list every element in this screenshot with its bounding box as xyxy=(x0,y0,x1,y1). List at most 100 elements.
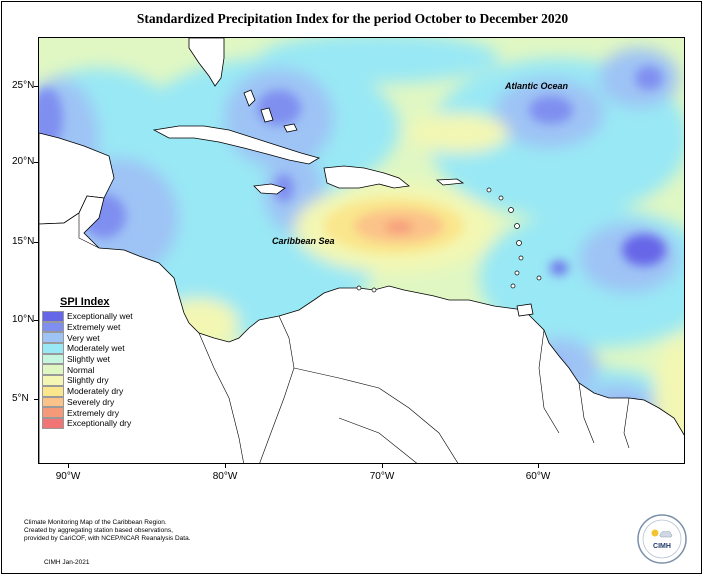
spi-zone-atlantic-extremewet xyxy=(529,96,573,124)
land-bahamas-2 xyxy=(260,107,274,123)
credit-line-3: provided by CariCOF, with NCEP/NCAR Rean… xyxy=(24,535,191,542)
spi-map-canvas xyxy=(39,38,684,463)
border-venezuela-brazil xyxy=(293,367,459,463)
legend-label: Slightly dry xyxy=(67,375,109,386)
legend-row: Moderately dry xyxy=(42,385,142,397)
legend-label: Extremely dry xyxy=(67,407,119,418)
legend-row: Very wet xyxy=(42,332,142,344)
spi-zone-ne-extremewet xyxy=(635,66,663,90)
spi-zone-antilles-exceptwet xyxy=(553,263,565,273)
lat-label-5: 5°N xyxy=(12,393,29,404)
legend-row: Normal xyxy=(42,364,142,376)
lon-tick-80 xyxy=(225,464,226,468)
border-colombia-panama xyxy=(198,332,244,463)
spi-zone-extremely-dry xyxy=(385,221,413,233)
border-colombia-venezuela xyxy=(259,315,295,463)
map-credits: Climate Monitoring Map of the Caribbean … xyxy=(24,519,224,543)
legend-label: Moderately wet xyxy=(67,343,125,354)
legend-swatch xyxy=(42,385,64,397)
border-venezuela-guyana xyxy=(538,329,560,434)
land-florida xyxy=(188,38,225,87)
legend-swatch xyxy=(42,332,64,344)
island-2 xyxy=(498,195,504,201)
lat-tick-20 xyxy=(34,162,38,163)
lon-label-60: 60°W xyxy=(525,471,551,482)
legend-swatch xyxy=(42,353,64,365)
legend-row: Extremely wet xyxy=(42,321,142,333)
island-8 xyxy=(510,283,516,289)
land-cuba xyxy=(152,125,321,165)
lat-label-15: 15°N xyxy=(12,236,35,247)
map-title: Standardized Precipitation Index for the… xyxy=(136,11,569,26)
island-curacao xyxy=(371,287,377,293)
legend-label: Exceptionally wet xyxy=(67,311,133,322)
island-7 xyxy=(514,270,520,276)
border-colombia-brazil xyxy=(338,417,417,463)
lat-label-25: 25°N xyxy=(12,80,35,91)
legend-label: Exceptionally dry xyxy=(67,418,132,429)
island-aruba xyxy=(356,285,362,291)
legend-label: Moderately dry xyxy=(67,386,124,397)
legend-row: Exceptionally dry xyxy=(42,417,142,429)
legend-label: Extremely wet xyxy=(67,322,121,333)
lat-tick-15 xyxy=(34,242,38,243)
legend-swatch xyxy=(42,417,64,429)
legend-swatch xyxy=(42,311,64,322)
border-mexico-guatemala xyxy=(78,213,100,249)
land-jamaica xyxy=(253,183,286,195)
lon-tick-70 xyxy=(382,464,383,468)
island-6 xyxy=(518,255,524,261)
legend-row: Exceptionally wet xyxy=(42,311,142,322)
legend-title: SPI Index xyxy=(60,296,110,308)
credit-line-1: Climate Monitoring Map of the Caribbean … xyxy=(24,519,167,526)
border-guyana-suriname xyxy=(578,382,595,444)
legend-row: Severely dry xyxy=(42,396,142,408)
logo-text: CIMH xyxy=(653,543,671,550)
island-1 xyxy=(486,187,492,193)
legend-row: Slightly dry xyxy=(42,375,142,386)
legend-label: Slightly wet xyxy=(67,354,110,365)
map-date: CIMH Jan-2021 xyxy=(44,559,90,566)
legend-row: Slightly wet xyxy=(42,353,142,365)
spi-legend: SPI Index Exceptionally wet Extremely wet… xyxy=(42,296,142,429)
legend-swatch xyxy=(42,396,64,408)
lon-tick-90 xyxy=(68,464,69,468)
legend-label: Normal xyxy=(67,364,95,375)
spi-map xyxy=(38,37,685,464)
island-4 xyxy=(514,223,520,229)
land-trinidad xyxy=(516,303,534,317)
lat-label-10: 10°N xyxy=(12,314,35,325)
island-barbados xyxy=(536,275,542,281)
spi-zone-west-extremewet xyxy=(39,88,63,148)
legend-swatch xyxy=(42,407,64,418)
lon-label-90: 90°W xyxy=(55,471,81,482)
label-caribbean-sea: Caribbean Sea xyxy=(272,236,335,246)
lat-tick-10 xyxy=(34,320,38,321)
land-bahamas-3 xyxy=(283,123,298,133)
spi-zone-north-wet xyxy=(259,38,499,83)
land-bahamas-1 xyxy=(243,89,256,107)
border-suriname-guiana xyxy=(623,397,630,449)
lesser-antilles xyxy=(356,187,542,293)
label-atlantic-ocean: Atlantic Ocean xyxy=(505,81,569,91)
legend-swatch xyxy=(42,343,64,354)
legend-swatch xyxy=(42,321,64,333)
credit-line-2: Created by aggregating station based obs… xyxy=(24,527,173,534)
spi-zone-east-exceptwet xyxy=(622,234,666,266)
legend-label: Very wet xyxy=(67,332,100,343)
logo-sun xyxy=(651,529,659,537)
land-puerto-rico xyxy=(435,178,465,186)
lon-label-70: 70°W xyxy=(369,471,395,482)
lat-label-20: 20°N xyxy=(12,156,35,167)
lat-tick-25 xyxy=(34,86,38,87)
legend-label: Severely dry xyxy=(67,396,115,407)
legend-row: Extremely dry xyxy=(42,407,142,418)
legend-swatch xyxy=(42,375,64,386)
borders xyxy=(78,213,630,463)
legend-rows: Exceptionally wet Extremely wet Very wet Mo… xyxy=(42,311,142,429)
lon-label-80: 80°W xyxy=(212,471,238,482)
spi-zone-bahamas-extremewet xyxy=(257,90,301,126)
island-5 xyxy=(516,240,522,246)
lat-tick-5 xyxy=(34,399,38,400)
island-3 xyxy=(508,207,514,213)
